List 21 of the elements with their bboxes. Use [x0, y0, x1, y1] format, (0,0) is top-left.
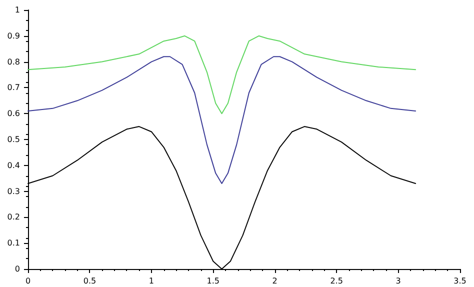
y-tick-label: 0.1 — [7, 238, 20, 248]
line-series — [28, 35, 416, 114]
x-tick-label: 2 — [272, 276, 278, 286]
y-tick-label: 1 — [14, 6, 20, 14]
y-tick-label: 0.5 — [7, 135, 20, 144]
y-tick-label: 0.2 — [7, 212, 20, 222]
x-tick-label: 1 — [148, 276, 154, 286]
x-tick-label: 0.5 — [83, 276, 96, 286]
y-tick-label: 0.9 — [7, 31, 20, 40]
y-tick-label: 0.8 — [7, 57, 20, 66]
y-tick-label: 0 — [14, 264, 20, 274]
y-tick-label: 0.7 — [7, 83, 20, 92]
x-tick-label: 1.5 — [206, 276, 220, 286]
x-tick-label: 0 — [25, 276, 31, 286]
x-tick-label: 2.5 — [330, 276, 343, 286]
line-series — [28, 56, 416, 184]
y-tick-label: 0.6 — [7, 109, 20, 118]
y-tick-label: 0.4 — [7, 160, 20, 170]
y-tick-label: 0.3 — [7, 186, 20, 196]
x-tick-label: 3 — [396, 276, 401, 286]
x-tick-label: 3.5 — [454, 276, 466, 286]
